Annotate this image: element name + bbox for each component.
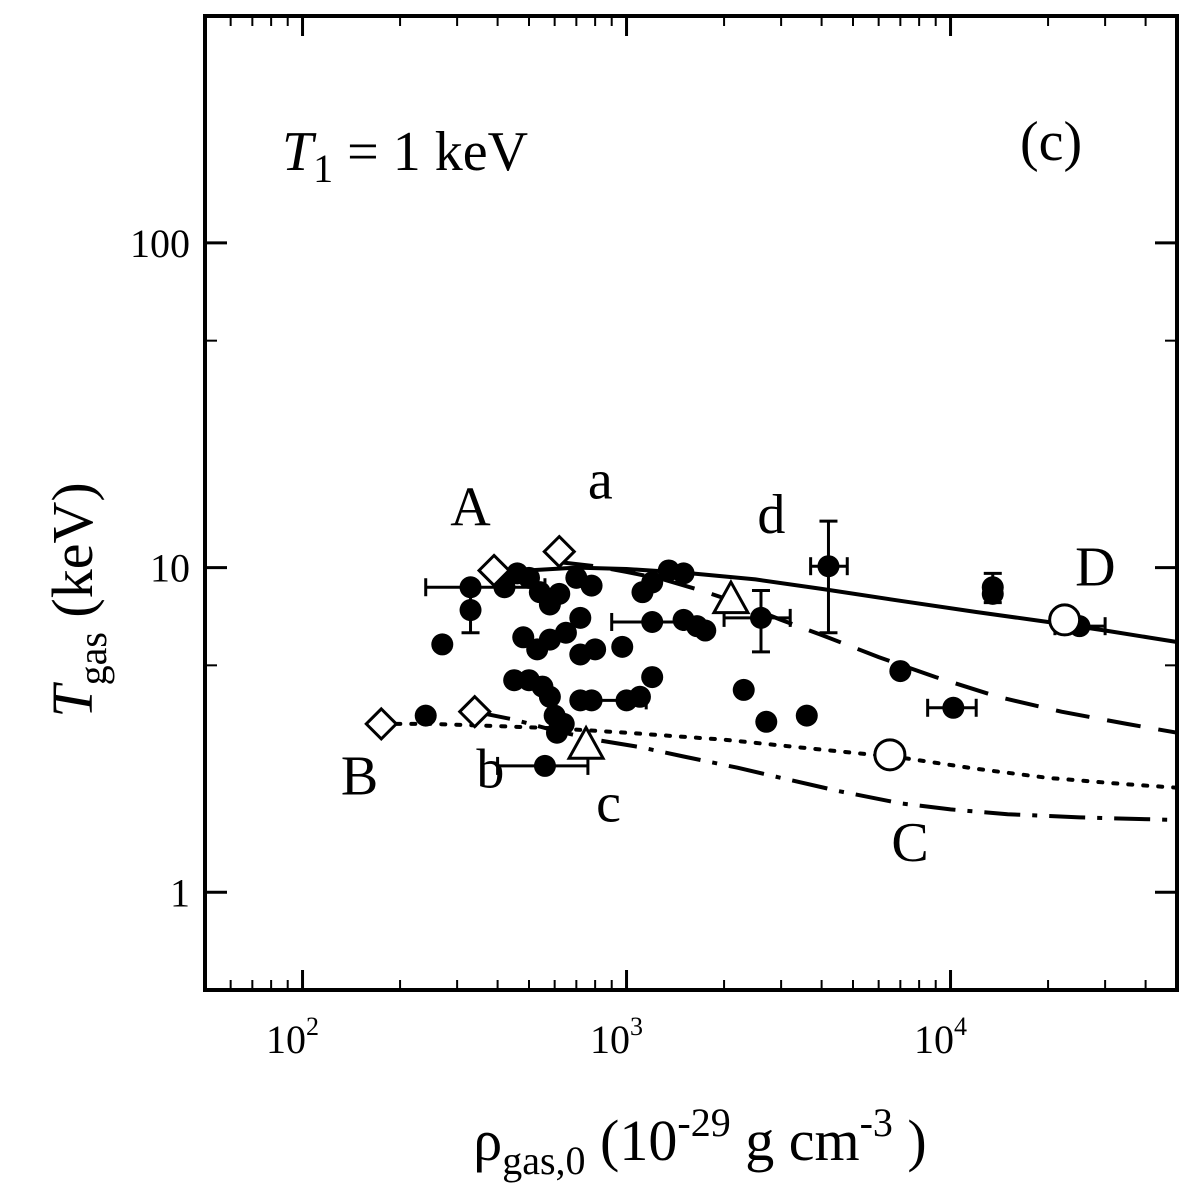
y-axis-title: Tgas (keV) bbox=[40, 482, 115, 717]
x-axis-unit-mid: g cm bbox=[731, 1108, 860, 1173]
filled-circle-point bbox=[533, 754, 556, 777]
x-tick-label: 102 bbox=[266, 1012, 319, 1062]
x-tick-base: 10 bbox=[914, 1017, 954, 1062]
y-axis-symbol: T bbox=[40, 682, 105, 718]
filled-circle-point bbox=[580, 574, 603, 597]
open-triangle-point bbox=[566, 724, 606, 760]
open-triangle-point bbox=[711, 578, 751, 615]
filled-circle-point bbox=[749, 606, 772, 629]
x-axis-unit-prefix: (10 bbox=[586, 1108, 678, 1173]
x-tick-base: 10 bbox=[590, 1017, 630, 1062]
filled-circle-point bbox=[459, 599, 482, 622]
x-tick-label: 104 bbox=[914, 1012, 967, 1062]
open-circle-point bbox=[1048, 603, 1082, 637]
curve-label-c: c bbox=[596, 773, 621, 835]
open-diamond-point bbox=[542, 534, 577, 569]
curve-label-d: d bbox=[757, 484, 785, 546]
y-axis-unit: (keV) bbox=[40, 482, 105, 632]
filled-circle-point bbox=[694, 619, 717, 642]
x-axis-exponent: -29 bbox=[677, 1100, 730, 1145]
filled-circle-point bbox=[641, 610, 664, 633]
curve-label-D: D bbox=[1075, 537, 1115, 599]
data-points bbox=[364, 519, 1107, 777]
open-diamond-point bbox=[364, 706, 399, 742]
curve-label-A: A bbox=[450, 476, 491, 538]
x-tick-label: 103 bbox=[590, 1012, 643, 1062]
curve-B bbox=[379, 721, 1179, 790]
filled-circle-point bbox=[538, 685, 561, 708]
filled-circle-point bbox=[981, 582, 1004, 605]
annotation-subscript: 1 bbox=[313, 146, 333, 191]
y-tick-label: 1 bbox=[170, 870, 190, 915]
annotation-symbol: T bbox=[282, 121, 317, 183]
curve-label-B: B bbox=[341, 746, 378, 808]
y-tick-label: 10 bbox=[150, 546, 190, 591]
filled-circle-point bbox=[569, 606, 592, 629]
filled-circle-point bbox=[889, 660, 912, 683]
x-axis-symbol: ρ bbox=[473, 1108, 502, 1173]
open-diamond-point bbox=[476, 553, 512, 588]
filled-circle-point bbox=[584, 638, 607, 661]
curve-label-C: C bbox=[891, 812, 928, 874]
filled-circle-point bbox=[942, 696, 965, 719]
filled-circle-point bbox=[641, 666, 664, 689]
x-axis-subscript: gas,0 bbox=[502, 1138, 585, 1183]
filled-circle-point bbox=[545, 721, 568, 744]
filled-circle-point bbox=[795, 704, 818, 727]
x-tick-exponent: 3 bbox=[630, 1012, 643, 1041]
annotation-text: T1 = 1 keV bbox=[282, 121, 528, 191]
y-tick-label: 100 bbox=[130, 221, 190, 266]
filled-circle-point bbox=[641, 571, 664, 594]
filled-circle-point bbox=[548, 582, 571, 605]
filled-circle-point bbox=[512, 626, 535, 649]
x-axis-title: ρgas,0 (10-29 g cm-3 ) bbox=[473, 1100, 926, 1183]
x-tick-exponent: 2 bbox=[306, 1012, 319, 1041]
x-axis-unit-suffix: ) bbox=[893, 1108, 927, 1173]
filled-circle-point bbox=[431, 633, 454, 656]
x-axis-exponent-2: -3 bbox=[860, 1100, 893, 1145]
open-circle-point bbox=[873, 738, 907, 772]
filled-circle-point bbox=[628, 685, 651, 708]
filled-circle-point bbox=[817, 555, 840, 578]
filled-circle-point bbox=[732, 678, 755, 701]
filled-circle-point bbox=[755, 710, 778, 733]
x-tick-base: 10 bbox=[266, 1017, 306, 1062]
curve-a bbox=[559, 560, 1178, 735]
panel-label: (c) bbox=[1020, 111, 1082, 173]
open-diamond-point bbox=[457, 694, 492, 729]
filled-circle-point bbox=[414, 704, 437, 727]
x-tick-exponent: 4 bbox=[954, 1012, 967, 1041]
filled-circle-point bbox=[672, 562, 695, 585]
filled-circle-point bbox=[611, 635, 634, 658]
filled-circle-point bbox=[459, 576, 482, 599]
plot-frame bbox=[203, 14, 1179, 992]
y-axis-subscript: gas bbox=[70, 632, 115, 685]
curve-label-b: b bbox=[476, 739, 504, 801]
filled-circle-point bbox=[580, 689, 603, 712]
curve-label-a: a bbox=[588, 450, 613, 512]
annotation-value: = 1 keV bbox=[333, 121, 528, 183]
